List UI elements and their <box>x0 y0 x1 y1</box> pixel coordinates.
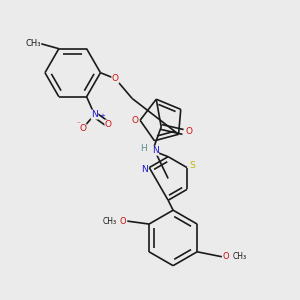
Text: CH₃: CH₃ <box>233 252 247 261</box>
Text: O: O <box>105 120 112 129</box>
Text: N: N <box>141 165 148 174</box>
Text: O: O <box>132 116 139 125</box>
Text: N: N <box>91 110 98 119</box>
Text: O: O <box>79 124 86 133</box>
Text: ⁻: ⁻ <box>77 122 80 128</box>
Text: +: + <box>100 112 105 118</box>
Text: O: O <box>185 128 192 136</box>
Text: O: O <box>120 217 127 226</box>
Text: N: N <box>152 146 159 155</box>
Text: H: H <box>140 144 147 153</box>
Text: S: S <box>189 161 195 170</box>
Text: CH₃: CH₃ <box>102 217 116 226</box>
Text: O: O <box>112 74 119 83</box>
Text: O: O <box>223 252 229 261</box>
Text: CH₃: CH₃ <box>25 39 41 48</box>
